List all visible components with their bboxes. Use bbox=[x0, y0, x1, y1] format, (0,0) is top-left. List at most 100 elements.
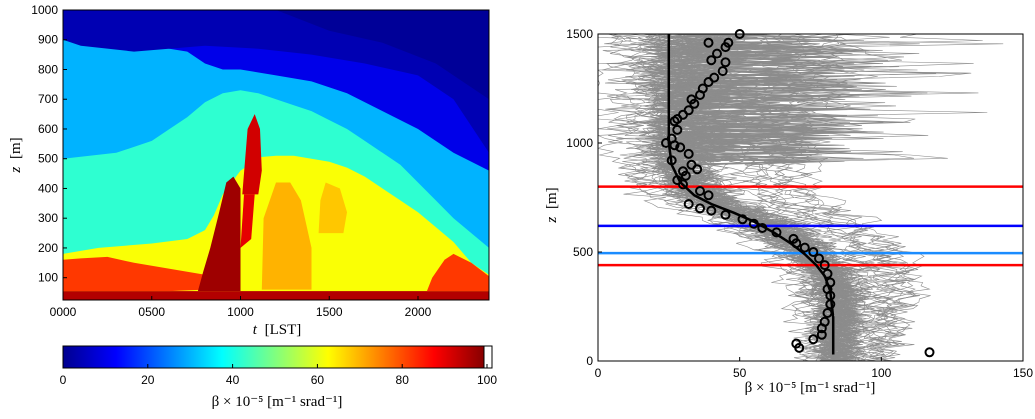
heatmap-y-tick-label: 300 bbox=[38, 211, 58, 225]
profile-marker bbox=[712, 48, 722, 59]
profile-marker bbox=[680, 170, 691, 181]
profile-marker bbox=[737, 214, 748, 225]
profile-marker bbox=[675, 142, 686, 153]
profile-y-ticks: 0 500 1000 1500 bbox=[566, 27, 602, 368]
heatmap-y-tick-label: 800 bbox=[38, 62, 58, 76]
colorbar-ramp bbox=[62, 345, 488, 369]
heatmap-y-tick-label: 500 bbox=[38, 152, 58, 166]
profile-marker bbox=[771, 227, 782, 238]
heatmap-x-tick-label: 1500 bbox=[316, 305, 343, 319]
profile-marker bbox=[706, 205, 717, 216]
heatmap-patch-orange-west bbox=[261, 182, 312, 290]
profile-marker bbox=[672, 124, 683, 135]
profile-y-tick-label: 0 bbox=[586, 354, 593, 368]
profile-marker bbox=[814, 253, 824, 264]
profile-y-tick-label: 500 bbox=[573, 245, 593, 259]
heatmap-patch-surface-layer bbox=[63, 291, 489, 300]
profile-marker bbox=[683, 148, 694, 159]
profile-marker bbox=[924, 347, 935, 358]
colorbar-tick-label: 0 bbox=[60, 373, 67, 387]
heatmap-x-ticks: 0000 0500 1000 1500 2000 bbox=[50, 296, 432, 319]
profile-panel: 0 50 100 150 0 500 1000 1500 β × 10⁻⁵ [m⁻¹ sra… bbox=[544, 27, 1033, 396]
heatmap-bands bbox=[63, 10, 489, 300]
profile-marker bbox=[748, 218, 759, 229]
profile-line bbox=[679, 34, 866, 361]
heatmap-patch-red-layer bbox=[63, 256, 205, 292]
heatmap-patch-plume-column bbox=[242, 114, 262, 195]
heatmap-x-tick-label: 2000 bbox=[405, 305, 432, 319]
profile-marker bbox=[703, 77, 714, 87]
profile-line bbox=[657, 34, 856, 361]
heatmap-y-tick-label: 900 bbox=[38, 33, 58, 47]
heatmap-y-tick-label: 400 bbox=[38, 181, 58, 195]
heatmap-y-unit: [m] bbox=[8, 137, 24, 159]
profile-line bbox=[685, 34, 870, 361]
profile-line bbox=[728, 34, 893, 361]
colorbar-over-cap bbox=[483, 345, 493, 369]
reference-lines bbox=[598, 185, 1023, 267]
profile-line bbox=[625, 34, 839, 361]
colorbar-tick-label: 80 bbox=[396, 373, 410, 387]
profile-marker bbox=[695, 203, 705, 214]
profile-marker bbox=[706, 55, 717, 66]
profile-marker bbox=[689, 98, 700, 109]
heatmap-patch-convective-core bbox=[197, 176, 241, 292]
heatmap-x-var: t bbox=[253, 322, 258, 338]
profile-marker bbox=[720, 42, 731, 53]
profile-marker bbox=[695, 186, 705, 196]
profile-marker bbox=[669, 116, 680, 127]
heatmap-y-tick-label: 600 bbox=[38, 122, 58, 136]
colorbar-ticks: 0 20 40 60 80 100 bbox=[60, 364, 497, 387]
profile-marker bbox=[695, 90, 705, 100]
heatmap-patch-red-layer-east bbox=[426, 253, 489, 292]
profile-marker bbox=[683, 199, 694, 209]
profile-marker bbox=[808, 334, 819, 345]
heatmap-y-var: z bbox=[8, 167, 24, 174]
profile-marker bbox=[703, 37, 714, 48]
profile-line bbox=[660, 34, 858, 361]
heatmap-y-tick-label: 700 bbox=[38, 92, 58, 106]
heatmap-y-ticks: 100 200 300 400 500 600 700 800 900 1000 bbox=[31, 3, 67, 285]
heatmap-y-tick-label: 100 bbox=[38, 271, 58, 285]
profile-markers bbox=[661, 29, 935, 358]
profile-lines bbox=[598, 34, 1004, 361]
colorbar-tick-label: 20 bbox=[141, 373, 155, 387]
heatmap-y-tick-label: 1000 bbox=[31, 3, 58, 17]
profile-line bbox=[605, 34, 835, 361]
heatmap-x-tick-label: 1000 bbox=[227, 305, 254, 319]
profile-line bbox=[752, 34, 912, 361]
profile-marker bbox=[703, 190, 714, 201]
heatmap-patch-upper-blue bbox=[276, 10, 489, 100]
profile-marker bbox=[816, 323, 827, 334]
profile-line bbox=[660, 34, 858, 361]
heatmap-patch-plume-lower bbox=[240, 194, 255, 248]
profile-marker bbox=[819, 260, 830, 271]
profile-marker bbox=[720, 209, 731, 220]
heatmap-panel: 0000 0500 1000 1500 2000 100 200 300 400 500 600 7… bbox=[8, 3, 490, 338]
profile-marker bbox=[808, 247, 819, 257]
heatmap-y-tick-label: 200 bbox=[38, 241, 58, 255]
profile-marker bbox=[678, 179, 688, 190]
profile-marker bbox=[822, 308, 833, 318]
profile-y-unit: [m] bbox=[544, 187, 560, 209]
profile-marker bbox=[720, 57, 731, 68]
profile-marker bbox=[825, 299, 836, 310]
profile-x-tick-label: 0 bbox=[595, 366, 602, 380]
profile-y-tick-label: 1000 bbox=[566, 136, 593, 150]
profile-marker bbox=[669, 140, 680, 151]
profile-marker bbox=[692, 164, 703, 175]
profile-x-label: β × 10⁻⁵ [m⁻¹ srad⁻¹] bbox=[745, 380, 876, 396]
profile-marker bbox=[794, 342, 805, 353]
profile-x-ticks: 0 50 100 150 bbox=[595, 357, 1033, 380]
heatmap-y-label: z [m] bbox=[8, 137, 24, 173]
colorbar-tick-label: 100 bbox=[477, 373, 497, 387]
heatmap-x-unit: [LST] bbox=[265, 322, 302, 338]
profile-marker bbox=[791, 238, 802, 249]
profile-y-var: z bbox=[544, 217, 560, 224]
profile-marker bbox=[717, 66, 728, 77]
profile-marker bbox=[816, 329, 827, 340]
profile-marker bbox=[822, 268, 833, 279]
profile-x-tick-label: 150 bbox=[1013, 366, 1033, 380]
profile-frame bbox=[597, 33, 1024, 362]
heatmap-patch-upper-deep-blue bbox=[63, 10, 489, 153]
